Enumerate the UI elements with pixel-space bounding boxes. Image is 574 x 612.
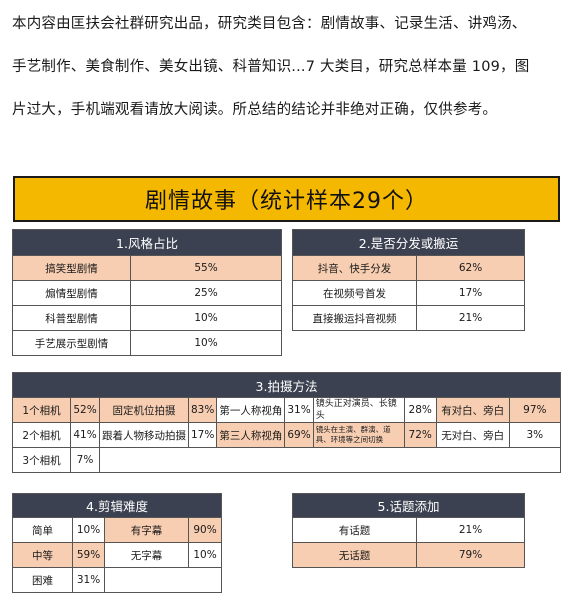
table-cell: 83%	[187, 397, 218, 423]
table-cell: 有字幕	[104, 517, 189, 543]
table-cell: 69%	[284, 422, 314, 448]
table-cell: 无对白、旁白	[435, 422, 510, 448]
table-cell: 第一人称视角	[216, 397, 286, 423]
table-row: 抖音、快手分发 62%	[292, 255, 525, 281]
table-cell: 10%	[72, 517, 105, 543]
editing-difficulty-table: 4.剪辑难度 简单 10% 有字幕 90% 中等 59% 无字幕 10% 困难 …	[12, 493, 222, 593]
distribution-table: 2.是否分发或搬运 抖音、快手分发 62% 在视频号首发 17% 直接搬运抖音视…	[292, 229, 525, 331]
table-cell: 直接搬运抖音视频	[292, 305, 417, 331]
table-cell: 10%	[188, 542, 222, 568]
table-cell-empty	[104, 567, 222, 593]
table-row: 困难 31%	[12, 567, 222, 593]
table-cell: 镜头在主演、群演、道具、环境等之间切换	[312, 422, 405, 448]
table-cell: 7%	[70, 447, 100, 473]
table-row: 在视频号首发 17%	[292, 280, 525, 306]
table-cell: 抖音、快手分发	[292, 255, 417, 281]
table-cell: 手艺展示型剧情	[12, 330, 131, 356]
table-cell: 煽情型剧情	[12, 280, 131, 306]
table-cell: 困难	[12, 567, 73, 593]
intro-line-2: 手艺制作、美食制作、美女出镜、科普知识...7 大类目，研究总样本量 109，图	[12, 59, 530, 75]
table-header: 4.剪辑难度	[12, 493, 222, 518]
table-cell: 中等	[12, 542, 73, 568]
table-row: 煽情型剧情 25%	[12, 280, 282, 306]
table-cell: 21%	[416, 305, 525, 331]
table-cell: 79%	[416, 542, 525, 568]
table-cell: 简单	[12, 517, 73, 543]
table-cell: 17%	[187, 422, 218, 448]
intro-line-3: 片过大，手机端观看请放大阅读。所总结的结论并非绝对正确，仅供参考。	[12, 102, 498, 118]
table-cell: 跟着人物移动拍摄	[99, 422, 189, 448]
table-row: 有话题 21%	[292, 517, 525, 543]
table-row: 简单 10% 有字幕 90%	[12, 517, 222, 543]
table-header: 5.话题添加	[292, 493, 525, 518]
table-cell: 第三人称视角	[216, 422, 286, 448]
table-cell: 在视频号首发	[292, 280, 417, 306]
table-row: 无话题 79%	[292, 542, 525, 568]
table-cell: 2个相机	[12, 422, 71, 448]
table-cell: 3个相机	[12, 447, 71, 473]
table-row: 直接搬运抖音视频 21%	[292, 305, 525, 331]
table-row: 科普型剧情 10%	[12, 305, 282, 331]
table-row: 搞笑型剧情 55%	[12, 255, 282, 281]
table-cell: 25%	[130, 280, 282, 306]
table-cell: 31%	[284, 397, 314, 423]
topic-table: 5.话题添加 有话题 21% 无话题 79%	[292, 493, 525, 568]
intro-text: 本内容由匡扶会社群研究出品，研究类目包含：剧情故事、记录生活、讲鸡汤、 手艺制作…	[12, 0, 568, 125]
table-cell: 固定机位拍摄	[99, 397, 189, 423]
table-cell: 59%	[72, 542, 105, 568]
intro-line-1: 本内容由匡扶会社群研究出品，研究类目包含：剧情故事、记录生活、讲鸡汤、	[12, 16, 527, 32]
table-cell: 10%	[130, 330, 282, 356]
table-cell: 28%	[403, 397, 437, 423]
table-cell: 72%	[403, 422, 437, 448]
table-row: 1个相机 52% 固定机位拍摄 83% 第一人称视角 31% 镜头正对演员、长镜…	[12, 397, 562, 423]
table-cell: 镜头正对演员、长镜头	[312, 397, 405, 423]
table-row: 中等 59% 无字幕 10%	[12, 542, 222, 568]
table-cell: 有话题	[292, 517, 417, 543]
table-cell: 41%	[70, 422, 100, 448]
table-cell: 科普型剧情	[12, 305, 131, 331]
table-row: 3个相机 7%	[12, 447, 561, 473]
table-cell: 55%	[130, 255, 282, 281]
table-header: 1.风格占比	[12, 229, 282, 256]
table-cell: 1个相机	[12, 397, 71, 423]
table-cell: 3%	[508, 422, 562, 448]
table-cell: 17%	[416, 280, 525, 306]
table-header: 2.是否分发或搬运	[292, 229, 525, 256]
table-cell: 无话题	[292, 542, 417, 568]
table-cell: 有对白、旁白	[435, 397, 510, 423]
table-cell: 21%	[416, 517, 525, 543]
table-row: 2个相机 41% 跟着人物移动拍摄 17% 第三人称视角 69% 镜头在主演、群…	[12, 422, 562, 448]
table-header: 3.拍摄方法	[12, 372, 561, 398]
table-cell: 搞笑型剧情	[12, 255, 131, 281]
shooting-method-table: 3.拍摄方法 1个相机 52% 固定机位拍摄 83% 第一人称视角 31% 镜头…	[12, 372, 562, 473]
table-cell: 52%	[70, 397, 100, 423]
table-cell-empty	[99, 447, 561, 473]
table-cell: 无字幕	[104, 542, 189, 568]
table-cell: 31%	[72, 567, 105, 593]
table-cell: 10%	[130, 305, 282, 331]
section-banner: 剧情故事（统计样本29个）	[13, 176, 560, 222]
table-row: 手艺展示型剧情 10%	[12, 330, 282, 356]
table-cell: 90%	[188, 517, 222, 543]
table-cell: 97%	[508, 397, 562, 423]
table-cell: 62%	[416, 255, 525, 281]
style-ratio-table: 1.风格占比 搞笑型剧情 55% 煽情型剧情 25% 科普型剧情 10% 手艺展…	[12, 229, 282, 356]
